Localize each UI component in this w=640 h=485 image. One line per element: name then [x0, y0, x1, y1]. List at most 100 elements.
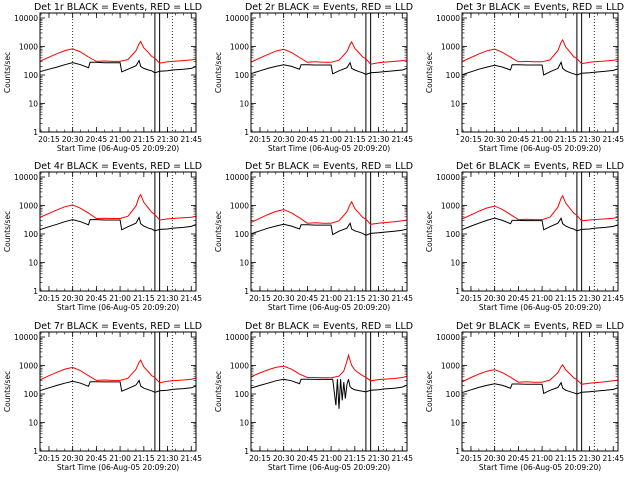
- x-tick-label: 21:45: [180, 135, 202, 144]
- y-tick-label: 10000: [436, 173, 460, 182]
- panel-title: Det 8r BLACK = Events, RED = LLD: [245, 321, 413, 332]
- y-axis-label: Counts/sec: [3, 211, 12, 252]
- x-tick-label: 20:30: [273, 135, 295, 144]
- y-tick-label: 100: [446, 71, 461, 80]
- x-tick-label: 21:15: [555, 294, 577, 303]
- y-tick-label: 1: [455, 287, 460, 296]
- x-tick-label: 20:45: [86, 294, 108, 303]
- y-tick-label: 1000: [19, 202, 38, 211]
- series-lld-line: [40, 359, 196, 384]
- plot-frame: [250, 12, 408, 133]
- y-tick-label: 1000: [441, 202, 460, 211]
- series-lld-line: [40, 40, 196, 64]
- y-tick-label: 10000: [436, 14, 460, 23]
- y-tick-label: 10000: [436, 333, 460, 342]
- y-tick-label: 1000: [230, 202, 249, 211]
- panel-7: Det 7r BLACK = Events, RED = LLD Counts/s…: [3, 321, 202, 472]
- series-events-line: [251, 378, 407, 409]
- series-events-line: [40, 216, 196, 232]
- x-tick-label: 21:30: [579, 294, 601, 303]
- y-tick-label: 10000: [14, 14, 38, 23]
- x-tick-label: 20:45: [86, 454, 108, 463]
- x-tick-label: 20:30: [273, 454, 295, 463]
- y-tick-label: 1000: [441, 362, 460, 371]
- x-tick-label: 21:00: [320, 454, 342, 463]
- y-axis-label: Counts/sec: [3, 371, 12, 412]
- y-tick-label: 10: [28, 419, 38, 428]
- x-tick-label: 21:00: [109, 294, 131, 303]
- y-tick-label: 100: [24, 230, 39, 239]
- panel-title: Det 4r BLACK = Events, RED = LLD: [34, 161, 202, 172]
- x-tick-label: 20:15: [38, 135, 60, 144]
- x-tick-label: 21:00: [320, 135, 342, 144]
- series-lld-line: [462, 194, 618, 222]
- y-tick-label: 100: [24, 71, 39, 80]
- plot-frame: [461, 171, 619, 292]
- panel-title: Det 7r BLACK = Events, RED = LLD: [34, 321, 202, 332]
- y-tick-label: 10: [450, 259, 460, 268]
- x-tick-label: 20:30: [62, 454, 84, 463]
- panel-6: Det 6r BLACK = Events, RED = LLD Counts/s…: [425, 161, 624, 312]
- y-tick-label: 10: [28, 100, 38, 109]
- x-axis-label: Start Time (06-Aug-05 20:09:20): [57, 463, 179, 472]
- x-tick-label: 20:15: [249, 135, 271, 144]
- x-tick-label: 21:45: [602, 294, 624, 303]
- x-axis-label: Start Time (06-Aug-05 20:09:20): [479, 463, 601, 472]
- panel-title: Det 5r BLACK = Events, RED = LLD: [245, 161, 413, 172]
- series-events-line: [251, 61, 407, 75]
- y-axis-label: Counts/sec: [214, 371, 223, 412]
- x-tick-label: 20:30: [484, 294, 506, 303]
- panel-title: Det 9r BLACK = Events, RED = LLD: [456, 321, 624, 332]
- plot-frame: [461, 331, 619, 452]
- x-tick-label: 20:15: [38, 294, 60, 303]
- panel-title: Det 3r BLACK = Events, RED = LLD: [456, 2, 624, 13]
- x-tick-label: 20:30: [62, 294, 84, 303]
- x-tick-label: 20:45: [508, 135, 530, 144]
- x-tick-label: 21:45: [602, 135, 624, 144]
- x-tick-label: 21:00: [109, 135, 131, 144]
- x-tick-label: 21:45: [180, 454, 202, 463]
- x-tick-label: 21:15: [344, 454, 366, 463]
- x-tick-label: 20:15: [249, 294, 271, 303]
- x-tick-label: 21:15: [555, 454, 577, 463]
- y-tick-label: 100: [235, 230, 250, 239]
- x-tick-label: 21:30: [157, 135, 179, 144]
- x-tick-label: 21:45: [391, 454, 413, 463]
- y-tick-label: 1: [33, 287, 38, 296]
- y-tick-label: 10000: [225, 14, 249, 23]
- y-tick-label: 10: [450, 100, 460, 109]
- y-tick-label: 1: [33, 447, 38, 456]
- y-axis-label: Counts/sec: [425, 52, 434, 93]
- panel-8: Det 8r BLACK = Events, RED = LLD Counts/s…: [214, 321, 413, 472]
- x-tick-label: 21:30: [368, 135, 390, 144]
- x-tick-label: 21:30: [579, 454, 601, 463]
- x-axis-label: Start Time (06-Aug-05 20:09:20): [479, 303, 601, 312]
- x-tick-label: 21:00: [531, 294, 553, 303]
- y-tick-label: 10: [450, 419, 460, 428]
- y-tick-label: 1000: [19, 362, 38, 371]
- y-tick-label: 100: [235, 390, 250, 399]
- series-events-line: [462, 217, 618, 232]
- x-tick-label: 21:15: [133, 454, 155, 463]
- x-tick-label: 21:15: [133, 135, 155, 144]
- y-tick-label: 1000: [441, 43, 460, 52]
- series-lld-line: [251, 40, 407, 65]
- series-lld-line: [462, 364, 618, 385]
- x-tick-label: 20:30: [273, 294, 295, 303]
- x-tick-label: 20:15: [460, 294, 482, 303]
- x-tick-label: 21:45: [391, 294, 413, 303]
- x-tick-label: 21:15: [133, 294, 155, 303]
- x-axis-label: Start Time (06-Aug-05 20:09:20): [57, 303, 179, 312]
- x-axis-label: Start Time (06-Aug-05 20:09:20): [268, 463, 390, 472]
- y-tick-label: 1000: [230, 362, 249, 371]
- panel-title: Det 1r BLACK = Events, RED = LLD: [34, 2, 202, 13]
- series-events-line: [251, 221, 407, 236]
- y-tick-label: 1: [244, 287, 249, 296]
- x-tick-label: 21:15: [555, 135, 577, 144]
- x-tick-label: 20:45: [297, 454, 319, 463]
- plot-frame: [39, 171, 197, 292]
- y-tick-label: 1000: [19, 43, 38, 52]
- y-tick-label: 1: [455, 128, 460, 137]
